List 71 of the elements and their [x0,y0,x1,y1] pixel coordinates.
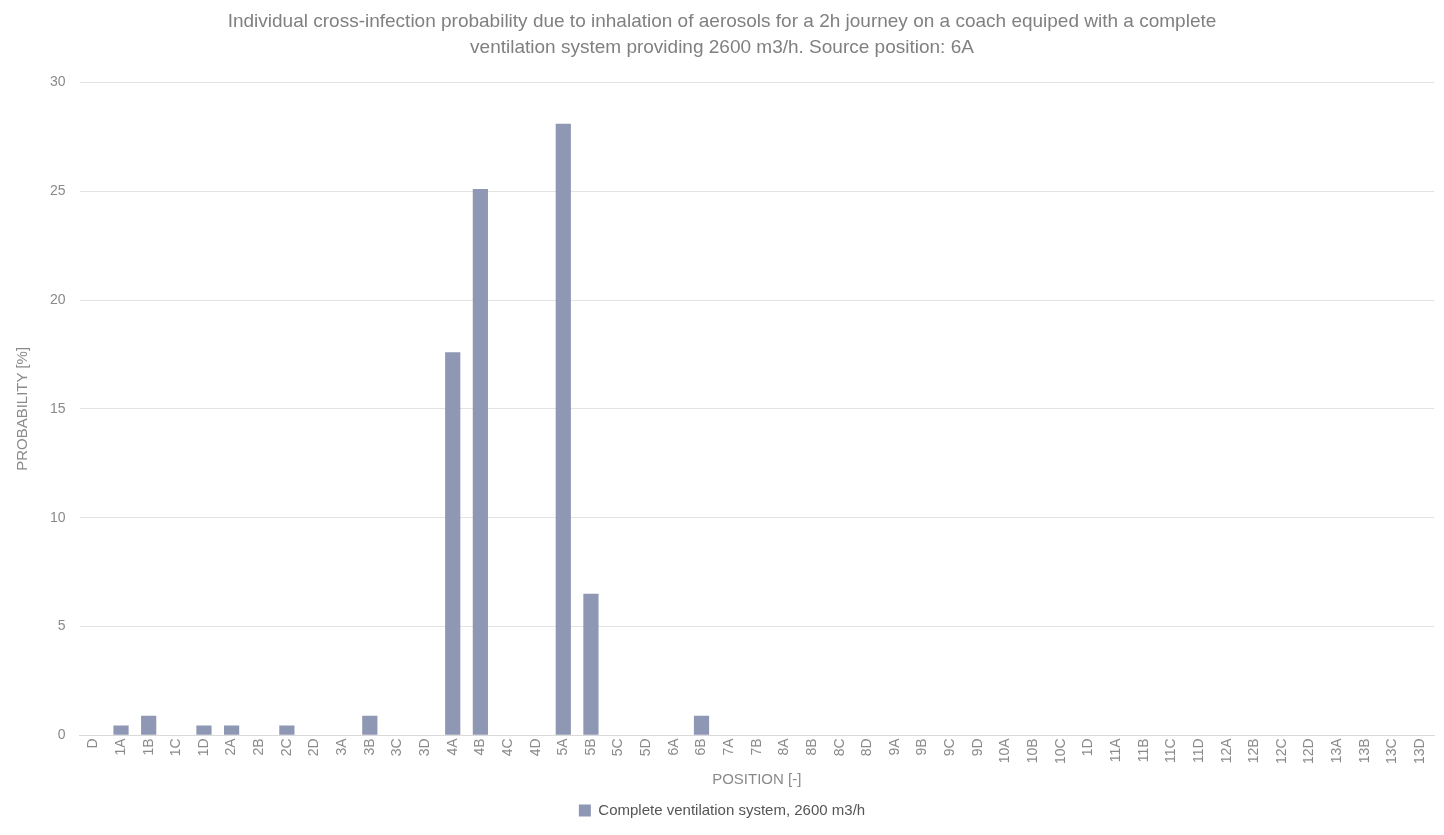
x-tick-label: 12D [1300,738,1317,764]
legend-label: Complete ventilation system, 2600 m3/h [598,800,866,818]
bar [555,123,571,735]
x-tick-label: 1D [1079,738,1096,757]
y-tick-label: 0 [57,726,66,743]
x-tick-label: 11D [1189,738,1206,763]
x-tick-label: 11B [1134,738,1151,763]
x-tick-label: 5C [609,738,626,757]
x-tick-label: 13D [1411,738,1428,764]
y-tick-label: 5 [57,617,66,634]
x-tick-label: 4A [443,737,460,756]
x-tick-label: 2A [222,737,239,756]
x-tick-label: 11A [1106,737,1123,763]
x-tick-label: 13B [1355,738,1372,764]
x-tick-label: 6B [692,738,709,756]
x-tick-label: 3D [415,738,432,757]
y-tick-label: 20 [49,290,66,307]
x-tick-label: 2C [277,738,294,757]
x-tick-label: 12C [1272,738,1289,764]
x-tick-label: 4C [498,738,515,757]
y-tick-label: 30 [49,73,66,90]
x-tick-label: 6A [664,737,681,756]
bar [224,725,240,735]
bar [362,715,378,735]
bar [113,725,129,735]
bar [445,352,461,735]
x-tick-label: 8C [830,738,847,757]
bar [472,189,488,735]
x-tick-label: 4D [526,738,543,757]
x-tick-label: 1D [194,738,211,757]
x-tick-label: 5D [637,738,654,757]
x-tick-label: 2D [305,738,322,757]
bar [141,715,157,735]
x-tick-label: 5B [581,738,598,756]
x-tick-label: 9D [968,738,985,757]
x-tick-label: 9B [913,738,930,756]
y-axis-title: PROBABILITY [%] [13,346,31,471]
x-tick-label: 12A [1217,737,1234,764]
x-tick-label: 4B [471,738,488,756]
x-tick-label: 13A [1328,737,1345,764]
x-tick-label: 2B [250,738,267,756]
chart-title: Individual cross-infection probability due to inhalation of aerosols for a 2h journey on a coach equiped with a complete ventilation system providing 2600 m3/h. Source position: 6A [226,9,1218,59]
x-tick-label: 10B [1024,738,1041,764]
x-tick-label: 5A [554,737,571,756]
bar [196,725,212,735]
bar [279,725,295,735]
x-tick-label: 12B [1245,738,1262,764]
x-tick-label: D [84,738,101,749]
y-tick-label: 25 [49,182,66,199]
x-tick-label: 1C [167,738,184,757]
x-tick-label: 3C [388,738,405,757]
x-tick-label: 8A [775,737,792,756]
x-tick-label: 8D [858,738,875,757]
x-tick-label: 7A [720,737,736,756]
x-tick-label: 7B [747,738,764,756]
x-tick-label: 10A [996,737,1013,764]
x-tick-label: 11C [1162,738,1179,763]
x-tick-label: 13C [1383,738,1400,764]
x-tick-label: 1A [111,737,128,756]
bar [583,593,599,735]
bar [693,715,710,735]
y-tick-label: 15 [49,399,66,416]
x-tick-label: 1B [139,738,156,756]
x-tick-label: 9A [885,737,902,756]
x-axis-title: POSITION [-] [712,770,802,788]
x-tick-label: 9C [941,738,958,757]
y-tick-label: 10 [49,508,66,525]
x-tick-label: 10C [1051,738,1068,764]
x-tick-label: 3A [333,737,350,756]
x-tick-label: 3B [360,738,377,756]
x-tick-label: 8B [802,738,819,756]
